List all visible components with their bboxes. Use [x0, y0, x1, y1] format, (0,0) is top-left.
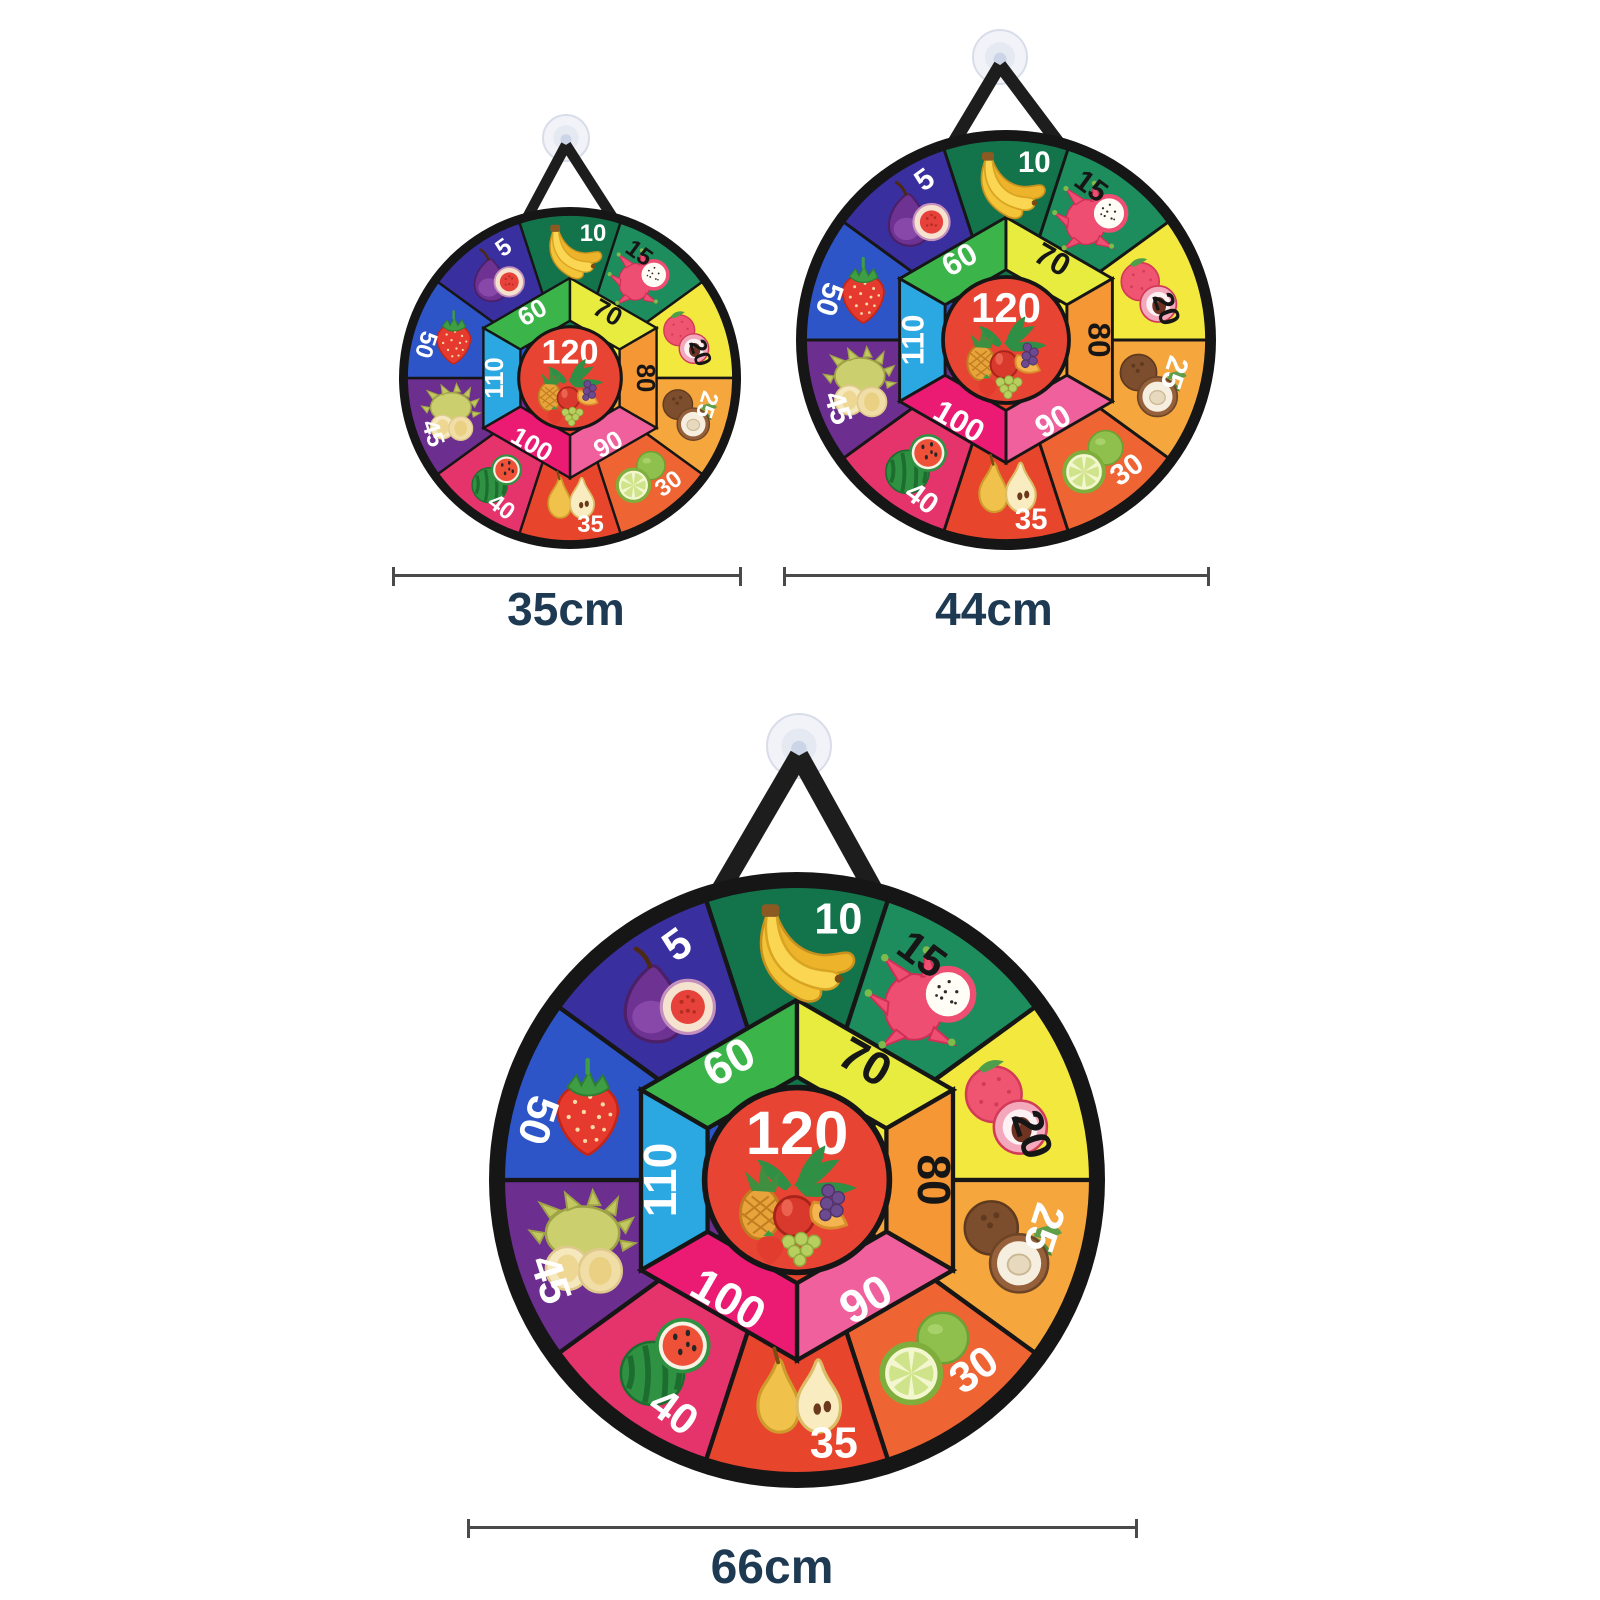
segment-35-label: 35: [810, 1419, 858, 1467]
segment-10-label: 10: [580, 220, 607, 247]
segment-110: [638, 1086, 710, 1274]
size-label-66cm: 66cm: [710, 1541, 834, 1594]
hanging-strap-icon: [522, 142, 618, 221]
segment-10-label: 10: [814, 896, 862, 944]
dimension-line-66cm: [467, 1519, 1138, 1538]
center-value: 120: [541, 334, 598, 372]
segment-110: [898, 276, 947, 404]
segment-80-label: 80: [908, 1154, 960, 1205]
center-value: 120: [746, 1099, 849, 1168]
center-value: 120: [971, 284, 1041, 331]
segment-10-label: 10: [1018, 146, 1051, 179]
segment-110-label: 110: [634, 1143, 686, 1218]
size-label-44cm: 44cm: [935, 583, 1053, 635]
segment-110-label: 110: [895, 315, 931, 366]
dimension-line-44cm: [783, 567, 1210, 586]
segment-80-label: 80: [1082, 322, 1118, 357]
segment-35-label: 35: [577, 511, 604, 538]
hanging-strap-icon: [947, 61, 1064, 148]
suction-cup-icon: [542, 114, 590, 162]
hanging-strap-icon: [711, 750, 883, 897]
segment-35-label: 35: [1015, 503, 1048, 536]
segment-110: [482, 325, 522, 431]
segment-110-label: 110: [481, 357, 509, 398]
size-label-35cm: 35cm: [507, 583, 625, 635]
dimension-line-35cm: [392, 567, 742, 586]
segment-80-label: 80: [631, 364, 659, 393]
